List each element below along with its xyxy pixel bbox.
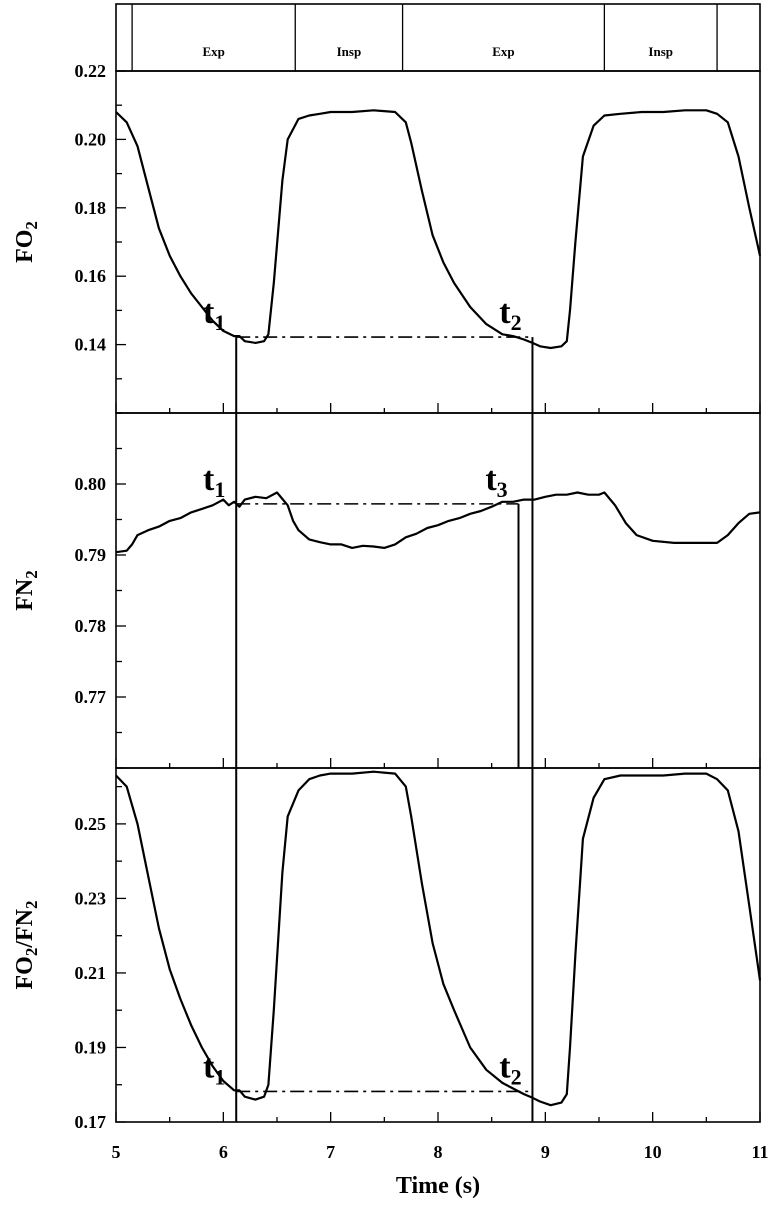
panel-frame xyxy=(115,70,761,414)
x-tick-label: 9 xyxy=(541,1142,550,1162)
y-axis-label-part: FO xyxy=(12,956,38,989)
phase-bar-frame xyxy=(115,3,761,72)
y-axis-label-part: /FN xyxy=(12,908,38,948)
y-axis-label-part: FN xyxy=(12,578,38,611)
phase-label: Insp xyxy=(648,44,673,59)
y-tick-label: 0.77 xyxy=(75,687,107,707)
x-tick-label: 8 xyxy=(434,1142,443,1162)
marker-letter: t xyxy=(203,1048,215,1085)
y-axis-label-part: FO xyxy=(12,230,38,263)
marker-letter: t xyxy=(203,294,215,331)
x-tick-label: 10 xyxy=(644,1142,662,1162)
marker-subscript: 2 xyxy=(511,310,522,335)
marker-subscript: 1 xyxy=(214,476,225,501)
x-tick-label: 7 xyxy=(326,1142,335,1162)
y-tick-label: 0.80 xyxy=(75,474,107,494)
marker-label: t1 xyxy=(203,294,225,335)
marker-label: t1 xyxy=(203,1048,225,1089)
y-axis-label: FO2/FN2 xyxy=(12,901,41,990)
x-tick-label: 11 xyxy=(751,1142,768,1162)
y-axis-label: FO2 xyxy=(12,221,41,263)
y-axis-label-subscript: 2 xyxy=(22,901,41,910)
y-axis-label: FN2 xyxy=(12,570,41,611)
series-line xyxy=(115,109,762,350)
series-line xyxy=(115,770,762,1107)
x-tick-label: 6 xyxy=(219,1142,228,1162)
x-axis-label: Time (s) xyxy=(396,1173,480,1199)
plot-marks xyxy=(115,109,762,1122)
phase-label: Exp xyxy=(202,44,224,59)
marker-letter: t xyxy=(485,461,497,498)
y-axis-label-subscript: 2 xyxy=(22,948,41,957)
marker-label: t3 xyxy=(485,461,507,502)
y-tick-label: 0.19 xyxy=(75,1037,107,1057)
marker-letter: t xyxy=(499,294,511,331)
y-axis-label-subscript: 2 xyxy=(22,570,41,579)
phase-label: Exp xyxy=(492,44,514,59)
y-tick-label: 0.25 xyxy=(75,814,107,834)
y-axis-label-subscript: 2 xyxy=(22,221,41,230)
y-tick-label: 0.18 xyxy=(75,198,107,218)
marker-subscript: 2 xyxy=(511,1064,522,1089)
marker-subscript: 1 xyxy=(214,1064,225,1089)
y-tick-label: 0.14 xyxy=(75,335,107,355)
y-tick-label: 0.78 xyxy=(75,616,107,636)
marker-subscript: 3 xyxy=(497,476,508,501)
y-tick-label: 0.23 xyxy=(75,888,107,908)
marker-subscript: 1 xyxy=(214,310,225,335)
y-tick-label: 0.17 xyxy=(75,1112,107,1132)
y-tick-label: 0.16 xyxy=(75,266,107,286)
y-tick-label: 0.22 xyxy=(75,61,107,81)
marker-label: t1 xyxy=(203,461,225,502)
phase-label: Insp xyxy=(337,44,362,59)
marker-letter: t xyxy=(499,1048,511,1085)
marker-label: t2 xyxy=(499,1048,521,1089)
y-tick-label: 0.20 xyxy=(75,129,107,149)
marker-label: t2 xyxy=(499,294,521,335)
phase-bar: Exp Insp Exp Insp xyxy=(115,3,761,72)
y-tick-label: 0.79 xyxy=(75,545,107,565)
x-tick-label: 5 xyxy=(112,1142,121,1162)
y-tick-label: 0.21 xyxy=(75,963,107,983)
series-line xyxy=(115,491,761,554)
marker-letter: t xyxy=(203,461,215,498)
